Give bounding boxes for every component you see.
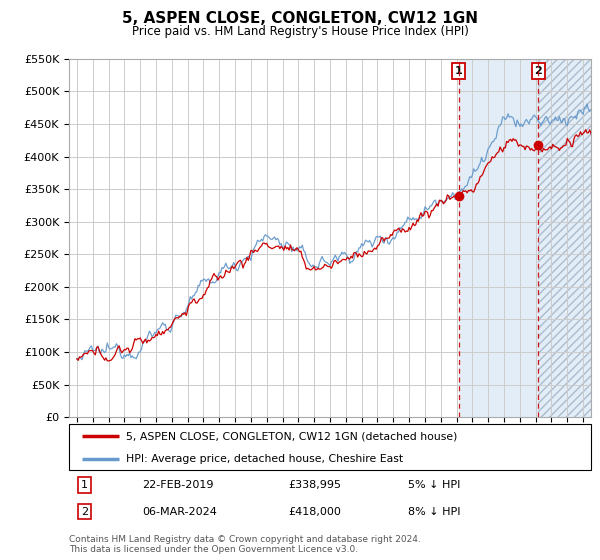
Text: 5% ↓ HPI: 5% ↓ HPI: [409, 480, 461, 490]
Text: 5, ASPEN CLOSE, CONGLETON, CW12 1GN: 5, ASPEN CLOSE, CONGLETON, CW12 1GN: [122, 11, 478, 26]
Text: 2: 2: [535, 66, 542, 76]
Text: £418,000: £418,000: [288, 506, 341, 516]
Text: 2: 2: [81, 506, 88, 516]
Text: 5, ASPEN CLOSE, CONGLETON, CW12 1GN (detached house): 5, ASPEN CLOSE, CONGLETON, CW12 1GN (det…: [127, 431, 458, 441]
Text: 8% ↓ HPI: 8% ↓ HPI: [409, 506, 461, 516]
Text: 1: 1: [81, 480, 88, 490]
Text: HPI: Average price, detached house, Cheshire East: HPI: Average price, detached house, Ches…: [127, 454, 404, 464]
Text: £338,995: £338,995: [288, 480, 341, 490]
Text: 1: 1: [455, 66, 463, 76]
Text: Price paid vs. HM Land Registry's House Price Index (HPI): Price paid vs. HM Land Registry's House …: [131, 25, 469, 38]
Text: 22-FEB-2019: 22-FEB-2019: [142, 480, 214, 490]
Text: Contains HM Land Registry data © Crown copyright and database right 2024.
This d: Contains HM Land Registry data © Crown c…: [69, 535, 421, 554]
Bar: [538, 59, 591, 417]
Bar: [538, 59, 591, 417]
Bar: [459, 59, 538, 417]
Text: 06-MAR-2024: 06-MAR-2024: [142, 506, 217, 516]
